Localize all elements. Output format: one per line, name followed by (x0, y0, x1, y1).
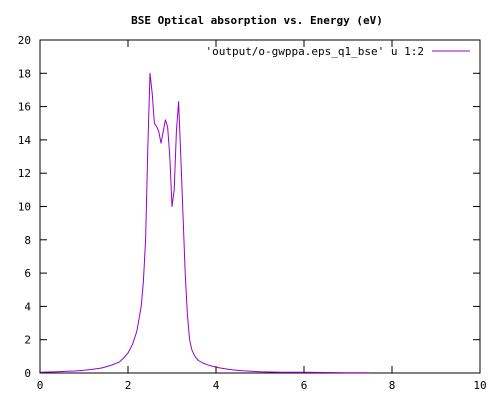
legend-label: 'output/o-gwppa.eps_q1_bse' u 1:2 (205, 45, 424, 58)
chart-title: BSE Optical absorption vs. Energy (eV) (131, 14, 383, 27)
x-tick-label: 0 (37, 379, 44, 392)
series-layer (39, 72, 370, 374)
y-tick-label: 16 (18, 101, 31, 114)
x-tick-label: 4 (213, 379, 220, 392)
y-tick-label: 4 (24, 300, 31, 313)
axis-ticks: 0 2 4 6 8 10 12 14 16 18 20 0 2 4 6 8 10 (18, 34, 487, 392)
series-line (39, 72, 370, 374)
legend: 'output/o-gwppa.eps_q1_bse' u 1:2 (205, 45, 470, 58)
y-tick-label: 2 (24, 334, 31, 347)
y-tick-label: 0 (24, 367, 31, 380)
x-tick-label: 6 (301, 379, 308, 392)
y-tick-label: 20 (18, 34, 31, 47)
x-tick-label: 2 (125, 379, 132, 392)
plot-frame (39, 39, 481, 374)
y-tick-label: 12 (18, 167, 31, 180)
x-tick-label: 8 (389, 379, 396, 392)
y-tick-label: 6 (24, 267, 31, 280)
y-tick-label: 18 (18, 67, 31, 80)
y-tick-label: 10 (18, 201, 31, 214)
y-tick-label: 8 (24, 234, 31, 247)
y-tick-label: 14 (18, 134, 32, 147)
x-tick-label: 10 (473, 379, 486, 392)
